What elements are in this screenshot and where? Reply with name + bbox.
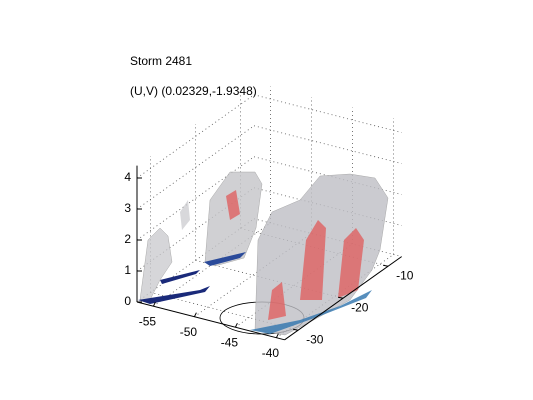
y-tick (293, 328, 299, 331)
z-tick-label: 3 (124, 201, 131, 215)
surface-red (226, 190, 240, 220)
z-tick-label: 0 (124, 294, 131, 308)
surface-floor (138, 286, 210, 304)
x-axis (136, 301, 285, 341)
surface-gray (180, 200, 190, 230)
z-tick-label: 1 (124, 263, 131, 277)
y-tick (338, 296, 344, 299)
surface-floor (250, 290, 372, 334)
x-tick (193, 312, 197, 317)
grid-line (253, 125, 402, 164)
grid-line (253, 94, 402, 133)
isosurfaces (138, 171, 389, 336)
surface-red (268, 282, 286, 320)
x-tick (152, 301, 156, 307)
surface-gray (139, 227, 173, 301)
surface-red (300, 220, 326, 300)
z-tick-label: 4 (124, 170, 131, 184)
y-tick-label: -10 (396, 268, 414, 282)
x-tick (275, 333, 279, 338)
x-tick-label: -50 (180, 325, 198, 339)
surface-floor (160, 270, 200, 284)
z-tick-label: 2 (124, 232, 131, 246)
chart-subtitle: (U,V) (0.02329,-1.9348) (130, 84, 257, 98)
x-tick-label: -55 (139, 314, 157, 328)
surface-gray (204, 171, 263, 267)
surface-red (338, 228, 364, 298)
chart-title: Storm 2481 (130, 54, 192, 68)
y-tick (383, 264, 389, 267)
x-tick-label: -40 (262, 346, 280, 360)
x-tick-label: -45 (221, 335, 239, 349)
y-tick-label: -20 (351, 300, 369, 314)
x-tick (234, 322, 238, 328)
axes: 0 1 2 3 4 -55 -50 -45 -40 -30 -20 -10 (124, 165, 414, 360)
y-tick-label: -30 (306, 332, 324, 346)
surface-floor (204, 252, 246, 266)
